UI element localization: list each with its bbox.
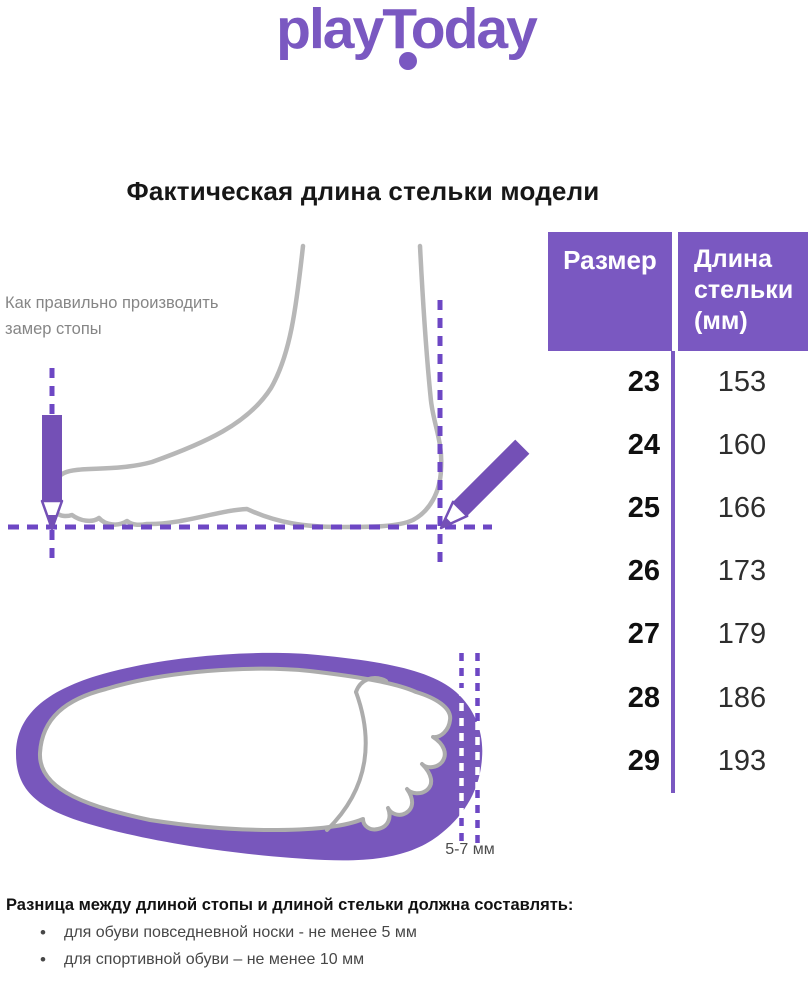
length-cell: 179 (717, 618, 767, 651)
table-row: 27 179 (548, 603, 810, 666)
page-title: Фактическая длина стельки модели (126, 176, 600, 206)
footer-heading: Разница между длиной стопы и длиной стел… (6, 896, 574, 914)
foot-side-measure-diagram (8, 243, 530, 563)
size-table-rows: 23 153 24 160 25 166 26 173 27 179 28 18… (548, 351, 810, 793)
table-row: 29 193 (548, 730, 810, 793)
pencil-right-icon (439, 439, 530, 530)
brand-logo-text: playToday (276, 0, 538, 61)
size-cell: 27 (627, 618, 660, 651)
brand-logo: playToday (0, 0, 812, 62)
size-cell: 23 (627, 366, 660, 399)
table-column-divider (671, 351, 675, 793)
foot-side-outline (49, 243, 444, 530)
measure-note-line1: Как правильно производить (5, 294, 219, 312)
size-cell: 26 (627, 555, 660, 588)
footprint-crease-line (325, 690, 368, 832)
table-header-size: Размер (548, 232, 672, 351)
table-row: 24 160 (548, 414, 810, 477)
length-cell: 173 (717, 555, 767, 588)
size-cell: 29 (627, 744, 660, 777)
table-header-length-line1: Длина (694, 245, 773, 273)
table-row: 23 153 (548, 351, 810, 414)
table-row: 26 173 (548, 540, 810, 603)
footer-bullet-list: для обуви повседневной носки - не менее … (6, 923, 586, 970)
table-row: 25 166 (548, 477, 810, 540)
table-header-length-line2: стельки (694, 276, 794, 304)
footer-bullet: для спортивной обуви – не менее 10 мм (40, 950, 586, 970)
size-cell: 24 (627, 429, 660, 462)
length-cell: 166 (717, 492, 767, 525)
measure-instruction-note: Как правильно производить замер стопы (5, 290, 218, 342)
pencil-left-icon (40, 415, 64, 531)
size-cell: 25 (627, 492, 660, 525)
table-header-length-line3: (мм) (694, 307, 748, 335)
length-cell: 193 (717, 744, 767, 777)
table-header-length: Длина стельки (мм) (678, 232, 808, 351)
length-cell: 186 (717, 681, 767, 714)
table-row: 28 186 (548, 666, 810, 729)
brand-logo-dot-icon (399, 52, 417, 70)
footprint-outline (37, 666, 453, 833)
footer-note: Разница между длиной стопы и длиной стел… (6, 896, 586, 978)
length-cell: 160 (717, 429, 767, 462)
insole-footprint-diagram (16, 652, 483, 861)
footprint-crease-hook (354, 676, 388, 694)
measure-note-line2: замер стопы (5, 320, 102, 338)
length-cell: 153 (717, 366, 767, 399)
toe-gap-label: 5-7 мм (445, 841, 495, 858)
footer-bullet: для обуви повседневной носки - не менее … (40, 923, 586, 943)
size-cell: 28 (627, 681, 660, 714)
